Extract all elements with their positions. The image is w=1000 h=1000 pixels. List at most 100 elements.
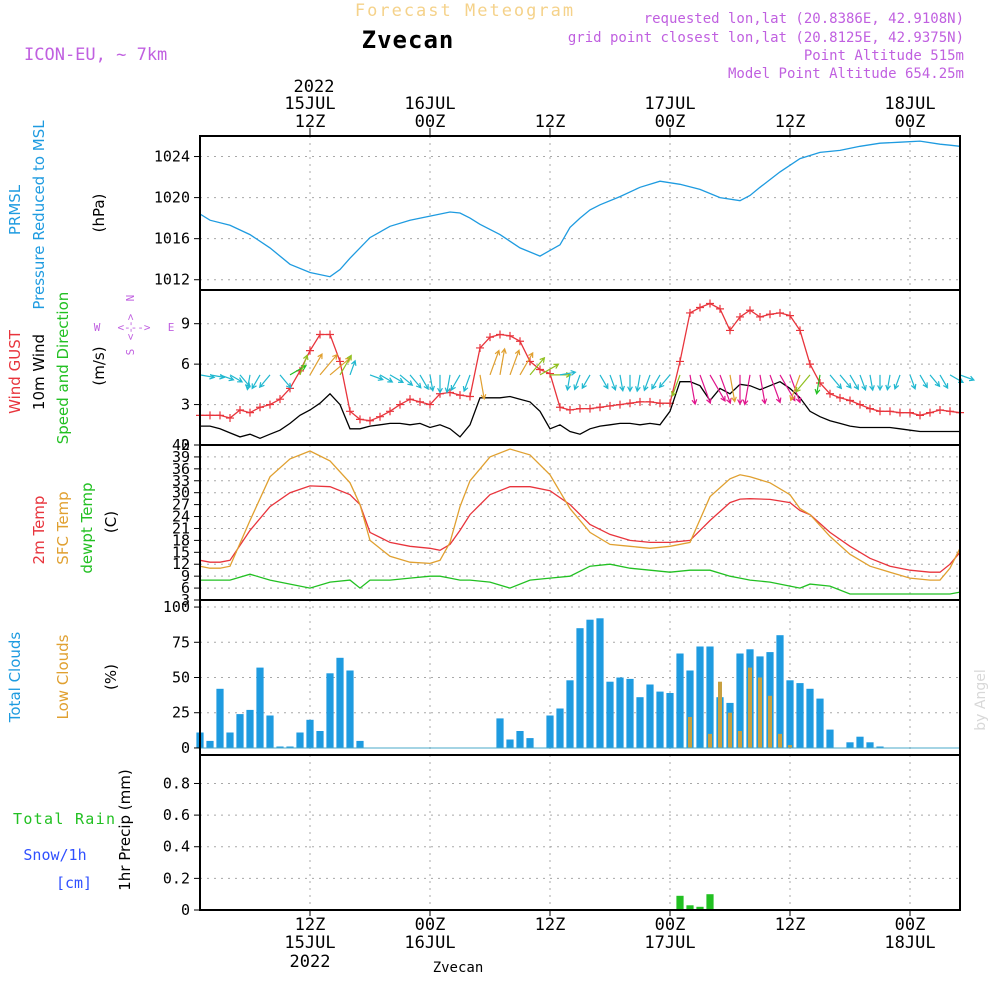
time-label-bottom-date: 18JUL [884, 933, 935, 953]
requested-coords: requested lon,lat (20.8386E, 42.9108N) [644, 11, 964, 27]
gust-marker [786, 311, 794, 320]
gust-marker [356, 415, 364, 424]
wind-arrow [839, 374, 852, 389]
bar-total-clouds [806, 688, 814, 748]
bar-total-clouds [356, 740, 364, 748]
bar-total-clouds [796, 683, 804, 748]
wind-arrow [462, 374, 471, 393]
wind-arrow [319, 353, 338, 376]
model-altitude: Model Point Altitude 654.25m [728, 66, 964, 82]
y-tick-label: 3 [181, 591, 190, 609]
watermark: by Angel [973, 669, 989, 730]
snow-label: Snow/1h [23, 846, 86, 864]
gust-marker [616, 400, 624, 409]
gust-marker [886, 407, 894, 416]
bar-total-clouds [876, 746, 884, 748]
gust-marker [816, 379, 824, 387]
bar-total-clouds [706, 646, 714, 748]
bar-total-clouds [686, 670, 694, 748]
gust-marker [646, 397, 654, 406]
wind-arrow [939, 374, 949, 390]
gust-marker [726, 326, 734, 335]
wind-arrow [559, 370, 577, 376]
bar-total-rain [676, 895, 684, 910]
temp-unit: (C) [102, 511, 120, 533]
gust-marker [266, 400, 274, 409]
wind-arrow [479, 374, 487, 401]
gust-marker [756, 312, 764, 321]
wind-arrow [529, 356, 546, 376]
wind-arrow [539, 363, 560, 376]
wind-arrow [573, 374, 581, 391]
y-tick-label: 39 [172, 448, 190, 466]
bar-total-clouds [856, 736, 864, 748]
gust-marker [606, 401, 614, 410]
bar-total-clouds [776, 635, 784, 748]
gust-marker [496, 330, 504, 339]
bar-total-rain [696, 906, 704, 910]
wind-arrow [369, 374, 384, 381]
wind-arrow [619, 374, 625, 392]
wind-arrow [885, 374, 891, 391]
bar-low-clouds [778, 733, 782, 748]
bar-total-clouds [316, 731, 324, 748]
grid-layer [200, 136, 960, 911]
data-layer [196, 140, 976, 911]
temp-2m-label: 2m Temp [30, 496, 48, 565]
y-tick-label: 42 [172, 436, 190, 454]
bar-total-clouds [216, 688, 224, 748]
wind-arrow [251, 374, 261, 390]
time-label-bottom-date: 17JUL [644, 933, 695, 953]
bar-total-clouds [556, 708, 564, 748]
bar-total-clouds [656, 691, 664, 748]
y-tick-label: 15 [172, 543, 190, 561]
gust-marker [416, 397, 424, 406]
panel-frame [199, 135, 961, 291]
gust-marker [686, 308, 694, 317]
y-tick-label: 1020 [154, 189, 190, 207]
bar-total-clouds [296, 732, 304, 748]
wind-arrow [229, 374, 244, 383]
bar-total-clouds [586, 619, 594, 748]
y-tick-label: 24 [172, 508, 190, 526]
wind-arrow [379, 374, 394, 383]
snow-unit-label: [cm] [56, 874, 92, 892]
total-rain-label: Total Rain [13, 810, 115, 828]
wind-arrow [709, 374, 726, 402]
wind-arrow [877, 374, 883, 392]
point-altitude: Point Altitude 515m [804, 48, 964, 64]
year-label-bottom: 2022 [290, 952, 331, 972]
gust-marker [236, 405, 244, 414]
wind-arrow [429, 374, 435, 392]
y-tick-label: 0.4 [163, 838, 190, 856]
time-label-bottom-hour: 12Z [295, 915, 326, 935]
y-tick-label: 30 [172, 484, 190, 502]
time-label-top-hour: 12Z [775, 112, 806, 132]
wind-arrow [795, 374, 811, 393]
wind-arrow [437, 374, 443, 394]
y-tick-label: 0 [181, 436, 190, 454]
time-label-top-hour: 00Z [895, 112, 926, 132]
gust-marker [716, 304, 724, 313]
wind-arrow [893, 374, 901, 390]
gust-marker [566, 405, 574, 414]
wind-arrow [609, 374, 617, 391]
gust-marker [306, 346, 314, 355]
bar-total-clouds [246, 709, 254, 748]
wind-arrow [581, 374, 591, 390]
y-tick-label: 100 [163, 598, 190, 616]
bar-total-clouds [516, 731, 524, 748]
gust-marker [776, 308, 784, 317]
y-tick-label: 1024 [154, 148, 190, 166]
y-tick-label: 0 [181, 901, 190, 919]
bar-low-clouds [708, 733, 712, 748]
wind-arrow [671, 374, 681, 398]
wind-arrow [258, 374, 271, 389]
gust-marker [396, 400, 404, 409]
wind-arrow [519, 351, 534, 376]
bar-total-clouds [226, 732, 234, 748]
bar-total-clouds [676, 653, 684, 748]
wind-arrow [849, 374, 859, 391]
gust-marker [946, 407, 954, 416]
y-tick-label: 6 [181, 579, 190, 597]
